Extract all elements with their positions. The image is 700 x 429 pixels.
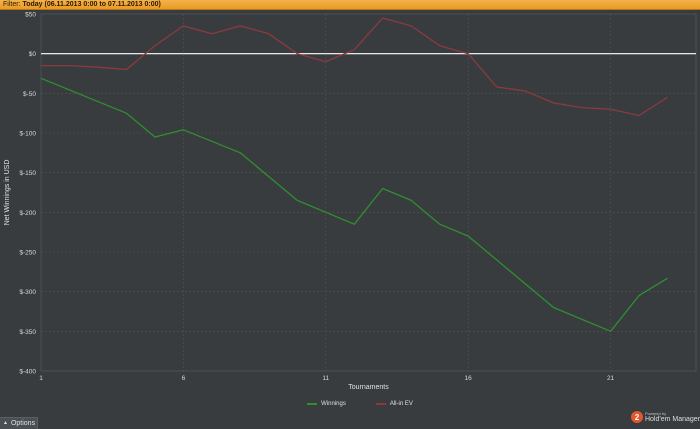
- y-tick-label: $-200: [19, 210, 36, 217]
- powered-by-label: Powered by: [644, 410, 667, 416]
- caret-up-icon: ▲: [3, 420, 8, 426]
- legend-item-allin-ev[interactable]: All-in EV: [356, 401, 413, 407]
- options-button[interactable]: ▲ Options: [0, 417, 38, 429]
- y-tick-label: $-150: [19, 170, 36, 177]
- plot-frame: [40, 13, 697, 372]
- x-tick-label: 1: [39, 375, 43, 382]
- brand-text: Powered by Hold'em Manager: [644, 410, 700, 423]
- x-axis-title: Tournaments: [348, 384, 389, 391]
- legend-label-allin-ev: All-in EV: [389, 401, 413, 407]
- x-tick-label: 6: [182, 375, 186, 382]
- legend-item-winnings[interactable]: Winnings: [287, 401, 346, 407]
- hem-logo-icon: 2: [630, 411, 643, 423]
- options-label: Options: [10, 420, 36, 427]
- filter-value[interactable]: Today (06.11.2013 0:00 to 07.11.2013 0:0…: [22, 1, 161, 8]
- series-layer: [40, 17, 668, 332]
- chart-legend: Winnings All-in EV: [0, 401, 700, 407]
- y-tick-label: $-100: [19, 131, 36, 138]
- filter-bar: Filter: Today (06.11.2013 0:00 to 07.11.…: [0, 0, 700, 10]
- y-axis-title: Net Winnings in USD: [4, 160, 11, 226]
- y-tick-label: $50: [25, 12, 36, 19]
- grid-layer: [40, 13, 697, 372]
- winnings-chart: $50 $0 $-50 $-100 $-150 $-200 $-250 $-300 $-350 $…: [4, 12, 697, 391]
- x-tick-label: 21: [607, 375, 615, 382]
- x-tick-label: 16: [465, 375, 473, 382]
- series-line-allin-ev: [41, 17, 668, 117]
- series-line-winnings: [40, 77, 668, 332]
- legend-swatch-allin-ev: [375, 403, 386, 405]
- brand-name: Hold'em Manager: [644, 415, 700, 423]
- axis-layer: $50 $0 $-50 $-100 $-150 $-200 $-250 $-300 $-350 $…: [19, 12, 614, 383]
- y-tick-label: $-250: [19, 250, 36, 257]
- y-tick-label: $-50: [23, 91, 36, 98]
- y-tick-label: $-300: [19, 289, 36, 296]
- y-tick-label: $-350: [19, 329, 36, 336]
- y-tick-label: $0: [29, 51, 37, 58]
- legend-swatch-winnings: [307, 403, 318, 405]
- brand-logo-area: 2 Powered by Hold'em Manager: [630, 410, 700, 423]
- x-tick-label: 11: [322, 375, 329, 382]
- legend-label-winnings: Winnings: [321, 401, 346, 407]
- filter-label: Filter:: [3, 1, 21, 8]
- y-tick-label: $-400: [19, 369, 36, 376]
